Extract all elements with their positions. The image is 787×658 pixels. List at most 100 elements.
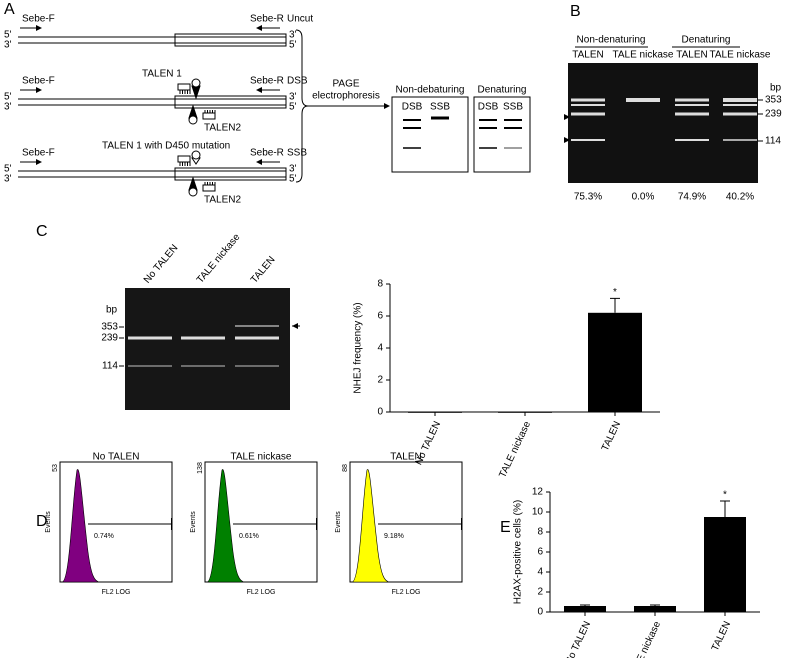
bar bbox=[564, 606, 606, 612]
bar bbox=[704, 517, 746, 612]
nuclease-head bbox=[188, 187, 198, 197]
target-region bbox=[174, 95, 287, 109]
histogram bbox=[351, 469, 391, 583]
nuclease-head bbox=[188, 115, 198, 125]
panel-label: C bbox=[36, 223, 48, 240]
arrow-head bbox=[36, 87, 42, 93]
end-label: 5' bbox=[4, 92, 12, 103]
state-label: SSB bbox=[287, 148, 307, 159]
end-label: 5' bbox=[289, 102, 297, 113]
talen-label: TALEN 1 bbox=[142, 69, 182, 80]
talen-label: TALEN2 bbox=[204, 123, 241, 134]
target-region bbox=[174, 167, 287, 181]
lane-label: TALE nickase bbox=[195, 232, 243, 286]
primer-label: Sebe-F bbox=[22, 76, 55, 87]
panel-label: A bbox=[4, 1, 15, 18]
end-label: 3' bbox=[4, 40, 12, 51]
end-label: 3' bbox=[4, 174, 12, 185]
end-label: 3' bbox=[4, 102, 12, 113]
y-axis-label: Events bbox=[45, 511, 52, 533]
bar bbox=[634, 606, 676, 612]
primer-label: Sebe-F bbox=[22, 148, 55, 159]
y-tick-label: 8 bbox=[537, 527, 543, 538]
size-label: 353 bbox=[765, 95, 782, 106]
gel-box bbox=[391, 96, 469, 173]
arrow-head bbox=[564, 114, 570, 120]
arrow-head bbox=[36, 159, 42, 165]
primer-label: Sebe-F bbox=[22, 14, 55, 25]
x-tick-label: TALE nickase bbox=[497, 419, 533, 479]
y-axis-label: Events bbox=[335, 511, 342, 533]
percent-label: 0.0% bbox=[632, 192, 655, 203]
histogram bbox=[206, 469, 246, 583]
step-label: PAGE bbox=[332, 79, 359, 90]
x-tick-label: TALEN bbox=[710, 620, 733, 653]
y-tick-label: 6 bbox=[377, 311, 383, 322]
panel-label: D bbox=[36, 513, 48, 530]
percent-label: 74.9% bbox=[678, 192, 706, 203]
primer-label: Sebe-R bbox=[250, 14, 284, 25]
primer-label: Sebe-R bbox=[250, 76, 284, 87]
lane-label: TALE nickase bbox=[710, 50, 771, 61]
y-axis-label: H2AX-positive cells (%) bbox=[513, 500, 524, 604]
nuclease-head bbox=[191, 150, 201, 160]
x-tick-label: TALE nickase bbox=[627, 619, 663, 658]
gel-title: Denaturing bbox=[478, 85, 527, 96]
error-bar bbox=[580, 604, 590, 606]
end-label: 3' bbox=[289, 92, 297, 103]
x-axis-label: FL2 LOG bbox=[247, 589, 276, 596]
histogram bbox=[61, 469, 101, 583]
end-label: 5' bbox=[4, 164, 12, 175]
y-max-label: 138 bbox=[197, 462, 204, 474]
bar bbox=[588, 312, 642, 412]
lane-label: TALEN bbox=[676, 50, 708, 61]
x-tick-label: No TALEN bbox=[413, 420, 443, 467]
x-tick-label: No TALEN bbox=[563, 620, 593, 658]
error-bar bbox=[650, 604, 660, 606]
talen-label: TALEN 1 with D450 mutation bbox=[102, 141, 230, 152]
y-tick-label: 2 bbox=[537, 587, 543, 598]
arrow-head bbox=[256, 25, 262, 31]
end-label: 5' bbox=[289, 40, 297, 51]
size-unit: bp bbox=[106, 305, 118, 316]
y-max-label: 53 bbox=[52, 464, 59, 472]
talen-box bbox=[177, 155, 191, 163]
panel-label: B bbox=[570, 3, 581, 20]
lane-label: SSB bbox=[503, 102, 523, 113]
nuclease-head bbox=[191, 78, 201, 88]
y-tick-label: 10 bbox=[532, 507, 544, 518]
lane-label: DSB bbox=[478, 102, 499, 113]
y-tick-label: 8 bbox=[377, 279, 383, 290]
lane-label: TALEN bbox=[572, 50, 604, 61]
state-label: DSB bbox=[287, 76, 308, 87]
arrow-head bbox=[256, 159, 262, 165]
target-region bbox=[174, 33, 287, 47]
plot-title: TALE nickase bbox=[231, 452, 292, 463]
lane-label: SSB bbox=[430, 102, 450, 113]
end-label: 3' bbox=[289, 164, 297, 175]
arrow-head bbox=[36, 25, 42, 31]
error-bar bbox=[720, 500, 730, 517]
significance-mark: * bbox=[613, 287, 617, 298]
arrow-head bbox=[256, 87, 262, 93]
y-tick-label: 12 bbox=[532, 487, 544, 498]
gate-percent: 0.74% bbox=[94, 533, 114, 540]
talen-box bbox=[177, 83, 191, 91]
talen-box bbox=[202, 184, 216, 192]
size-label: 114 bbox=[765, 136, 781, 147]
primer-label: Sebe-R bbox=[250, 148, 284, 159]
state-label: Uncut bbox=[287, 14, 313, 25]
y-axis-label: NHEJ frequency (%) bbox=[353, 302, 364, 393]
end-label: 3' bbox=[289, 30, 297, 41]
plot-title: No TALEN bbox=[93, 452, 140, 463]
gel-image bbox=[568, 63, 758, 183]
panel-label: E bbox=[500, 519, 511, 536]
y-tick-label: 6 bbox=[537, 547, 543, 558]
x-axis-label: FL2 LOG bbox=[392, 589, 421, 596]
group-label: Non-denaturing bbox=[577, 35, 646, 46]
y-tick-label: 4 bbox=[377, 343, 383, 354]
percent-label: 75.3% bbox=[574, 192, 602, 203]
gel-image bbox=[125, 288, 290, 410]
step-label: electrophoresis bbox=[312, 91, 380, 102]
gate-percent: 0.61% bbox=[239, 533, 259, 540]
